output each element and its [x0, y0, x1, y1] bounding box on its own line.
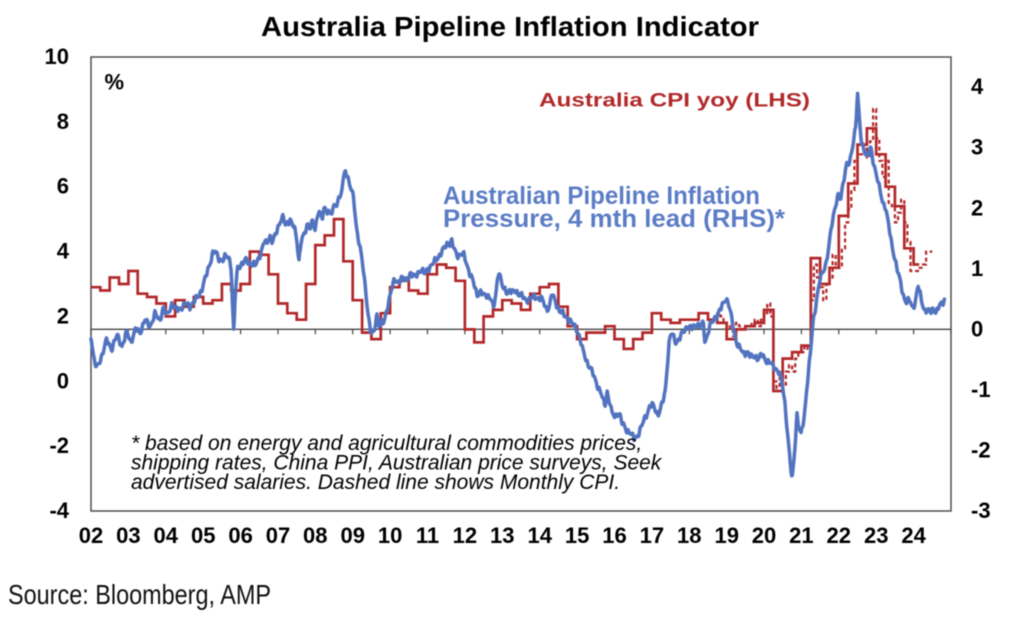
svg-text:Australian Pipeline Inflation: Australian Pipeline Inflation — [443, 182, 760, 210]
svg-text:2: 2 — [971, 195, 983, 220]
svg-text:3: 3 — [971, 135, 983, 160]
svg-text:4: 4 — [971, 74, 984, 99]
svg-text:02: 02 — [79, 523, 103, 548]
svg-text:* based on energy and agricult: * based on energy and agricultural commo… — [131, 432, 642, 455]
svg-text:19: 19 — [714, 523, 738, 548]
svg-text:advertised salaries. Dashed li: advertised salaries. Dashed line shows M… — [131, 471, 620, 494]
svg-text:04: 04 — [154, 523, 179, 548]
svg-text:15: 15 — [565, 523, 589, 548]
svg-text:-2: -2 — [49, 433, 69, 458]
svg-text:-3: -3 — [971, 498, 991, 523]
svg-text:17: 17 — [640, 523, 664, 548]
svg-text:-2: -2 — [971, 438, 991, 463]
svg-text:4: 4 — [57, 239, 70, 264]
svg-text:10: 10 — [378, 523, 402, 548]
svg-text:10: 10 — [45, 44, 69, 69]
svg-text:13: 13 — [490, 523, 514, 548]
svg-text:12: 12 — [453, 523, 477, 548]
svg-text:Australia CPI yoy (LHS): Australia CPI yoy (LHS) — [539, 91, 810, 112]
svg-text:Australia Pipeline Inflation I: Australia Pipeline Inflation Indicator — [261, 11, 759, 42]
svg-text:21: 21 — [789, 523, 813, 548]
svg-text:06: 06 — [228, 523, 252, 548]
svg-text:24: 24 — [901, 523, 926, 548]
svg-text:Pressure, 4 mth lead (RHS)*: Pressure, 4 mth lead (RHS)* — [443, 205, 785, 233]
svg-text:22: 22 — [827, 523, 851, 548]
svg-text:14: 14 — [527, 523, 552, 548]
svg-text:1: 1 — [971, 256, 983, 281]
svg-text:07: 07 — [266, 523, 290, 548]
svg-text:18: 18 — [677, 523, 701, 548]
svg-text:11: 11 — [416, 523, 439, 548]
svg-text:09: 09 — [340, 523, 364, 548]
svg-text:shipping rates, China PPI, Aus: shipping rates, China PPI, Australian pr… — [131, 452, 663, 475]
svg-text:20: 20 — [752, 523, 776, 548]
svg-text:05: 05 — [191, 523, 215, 548]
svg-text:6: 6 — [57, 174, 69, 199]
svg-text:Source: Bloomberg, AMP: Source: Bloomberg, AMP — [8, 579, 271, 610]
svg-text:23: 23 — [864, 523, 888, 548]
svg-text:08: 08 — [303, 523, 327, 548]
svg-text:0: 0 — [971, 316, 983, 341]
svg-text:03: 03 — [116, 523, 140, 548]
svg-text:-4: -4 — [49, 498, 69, 523]
svg-text:%: % — [105, 70, 125, 95]
svg-text:0: 0 — [57, 368, 69, 393]
svg-text:2: 2 — [57, 303, 69, 328]
svg-text:-1: -1 — [971, 377, 991, 402]
svg-text:16: 16 — [602, 523, 626, 548]
svg-text:8: 8 — [57, 109, 69, 134]
